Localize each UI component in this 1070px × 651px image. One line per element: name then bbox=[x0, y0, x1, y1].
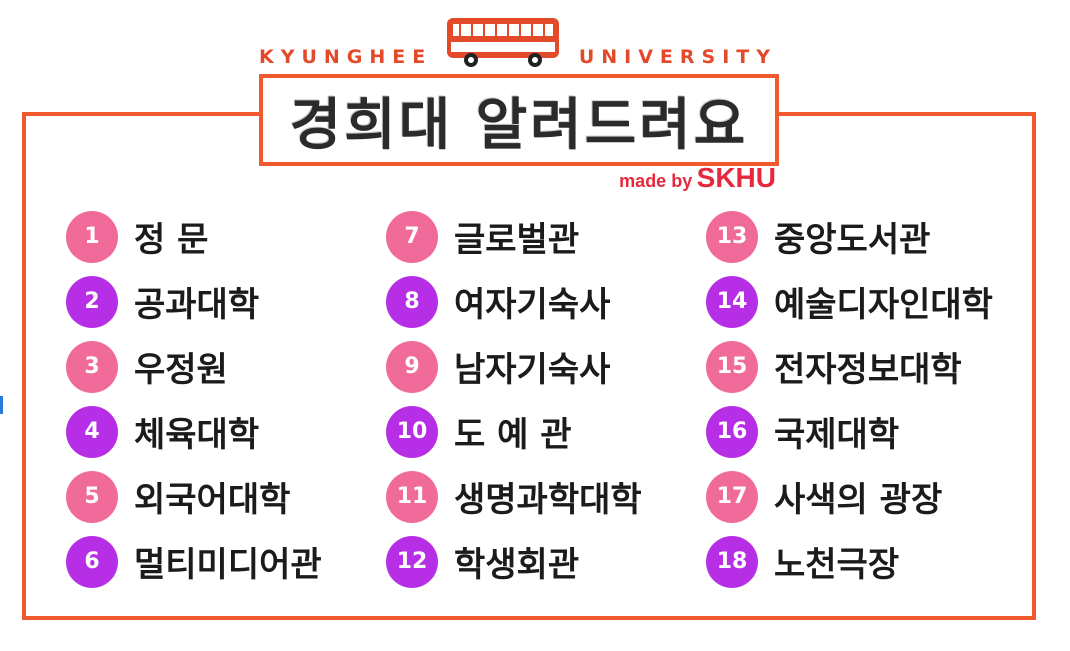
number-badge: 8 bbox=[386, 275, 438, 328]
building-label: 전자정보대학 bbox=[774, 350, 962, 390]
brand-right-text: UNIVERSITY bbox=[578, 46, 777, 68]
building-label: 노천극장 bbox=[774, 545, 900, 585]
building-label: 남자기숙사 bbox=[454, 350, 611, 390]
building-label: 학생회관 bbox=[454, 545, 580, 585]
list-item[interactable]: 11 생명과학대학 bbox=[386, 464, 706, 529]
page-title: 경희대 알려드려요 bbox=[289, 92, 749, 158]
building-label: 사색의 광장 bbox=[774, 480, 943, 520]
brand-left-text: KYUNGHEE bbox=[259, 46, 433, 68]
number-badge: 13 bbox=[706, 210, 758, 263]
list-item[interactable]: 17 사색의 광장 bbox=[706, 464, 1026, 529]
number-badge: 12 bbox=[386, 535, 438, 588]
number-badge: 6 bbox=[66, 535, 118, 588]
building-label: 여자기숙사 bbox=[454, 285, 611, 325]
building-label: 우정원 bbox=[134, 350, 228, 390]
building-label: 도 예 관 bbox=[454, 415, 572, 455]
number-badge: 18 bbox=[706, 535, 758, 588]
number-badge: 15 bbox=[706, 340, 758, 393]
number-badge: 4 bbox=[66, 405, 118, 458]
number-badge: 17 bbox=[706, 470, 758, 523]
made-by: made by SKHU bbox=[619, 162, 776, 194]
number-badge: 5 bbox=[66, 470, 118, 523]
building-label: 생명과학대학 bbox=[454, 480, 642, 520]
list-item[interactable]: 13 중앙도서관 bbox=[706, 204, 1026, 269]
number-badge: 3 bbox=[66, 340, 118, 393]
list-item[interactable]: 1 정 문 bbox=[66, 204, 386, 269]
building-label: 멀티미디어관 bbox=[134, 545, 322, 585]
list-item[interactable]: 18 노천극장 bbox=[706, 529, 1026, 594]
number-badge: 14 bbox=[706, 275, 758, 328]
number-badge: 7 bbox=[386, 210, 438, 263]
title-box: 경희대 알려드려요 bbox=[259, 74, 779, 166]
number-badge: 1 bbox=[66, 210, 118, 263]
list-item[interactable]: 15 전자정보대학 bbox=[706, 334, 1026, 399]
building-label: 글로벌관 bbox=[454, 220, 580, 260]
building-label: 중앙도서관 bbox=[774, 220, 931, 260]
list-item[interactable]: 14 예술디자인대학 bbox=[706, 269, 1026, 334]
number-badge: 2 bbox=[66, 275, 118, 328]
list-item[interactable]: 9 남자기숙사 bbox=[386, 334, 706, 399]
building-label: 체육대학 bbox=[134, 415, 260, 455]
header: KYUNGHEE UNIVERSITY 경희대 알려드려요 made by SK… bbox=[245, 14, 790, 194]
number-badge: 16 bbox=[706, 405, 758, 458]
list-item[interactable]: 5 외국어대학 bbox=[66, 464, 386, 529]
building-label: 국제대학 bbox=[774, 415, 900, 455]
list-item[interactable]: 16 국제대학 bbox=[706, 399, 1026, 464]
building-label: 정 문 bbox=[134, 220, 209, 260]
building-list: 1 정 문 7 글로벌관 13 중앙도서관 2 공과대학 8 여자기숙사 14 예술디자인대학 3 우정원… bbox=[66, 204, 1026, 594]
list-item[interactable]: 7 글로벌관 bbox=[386, 204, 706, 269]
made-by-label: made by bbox=[619, 171, 693, 191]
list-item[interactable]: 2 공과대학 bbox=[66, 269, 386, 334]
building-label: 외국어대학 bbox=[134, 480, 291, 520]
number-badge: 11 bbox=[386, 470, 438, 523]
left-edge-marker bbox=[0, 396, 3, 414]
list-item[interactable]: 8 여자기숙사 bbox=[386, 269, 706, 334]
number-badge: 10 bbox=[386, 405, 438, 458]
number-badge: 9 bbox=[386, 340, 438, 393]
building-label: 공과대학 bbox=[134, 285, 260, 325]
list-item[interactable]: 10 도 예 관 bbox=[386, 399, 706, 464]
building-label: 예술디자인대학 bbox=[774, 285, 993, 325]
list-item[interactable]: 4 체육대학 bbox=[66, 399, 386, 464]
list-item[interactable]: 12 학생회관 bbox=[386, 529, 706, 594]
made-by-brand: SKHU bbox=[696, 162, 776, 193]
brand-line: KYUNGHEE UNIVERSITY bbox=[257, 46, 777, 68]
bus-icon bbox=[447, 18, 559, 67]
list-item[interactable]: 3 우정원 bbox=[66, 334, 386, 399]
list-item[interactable]: 6 멀티미디어관 bbox=[66, 529, 386, 594]
